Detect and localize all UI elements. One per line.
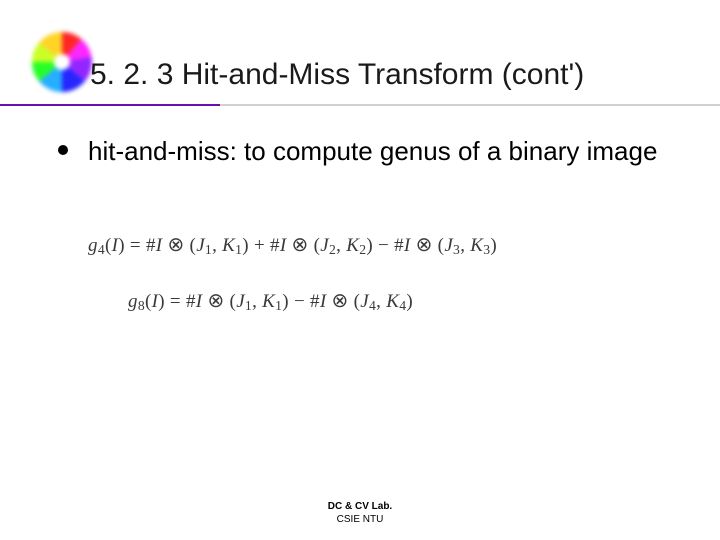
color-wheel-svg xyxy=(28,28,96,96)
slide-title: 5. 2. 3 Hit-and-Miss Transform (cont') xyxy=(90,58,710,92)
bullet-text: hit-and-miss: to compute genus of a bina… xyxy=(88,135,657,168)
footer: DC & CV Lab. CSIE NTU xyxy=(0,501,720,526)
formula-g4: g4(I) = #I ⊗ (J1, K1) + #I ⊗ (J2, K2) − … xyxy=(88,232,497,258)
formula-g8: g8(I) = #I ⊗ (J1, K1) − #I ⊗ (J4, K4) xyxy=(128,288,413,314)
slide: 5. 2. 3 Hit-and-Miss Transform (cont') h… xyxy=(0,0,720,540)
color-wheel-logo xyxy=(28,28,96,96)
bullet-row: hit-and-miss: to compute genus of a bina… xyxy=(58,135,680,168)
footer-line1: DC & CV Lab. xyxy=(0,501,720,514)
bullet-dot-icon xyxy=(58,145,68,155)
footer-line2: CSIE NTU xyxy=(0,514,720,527)
title-underline xyxy=(0,104,720,106)
